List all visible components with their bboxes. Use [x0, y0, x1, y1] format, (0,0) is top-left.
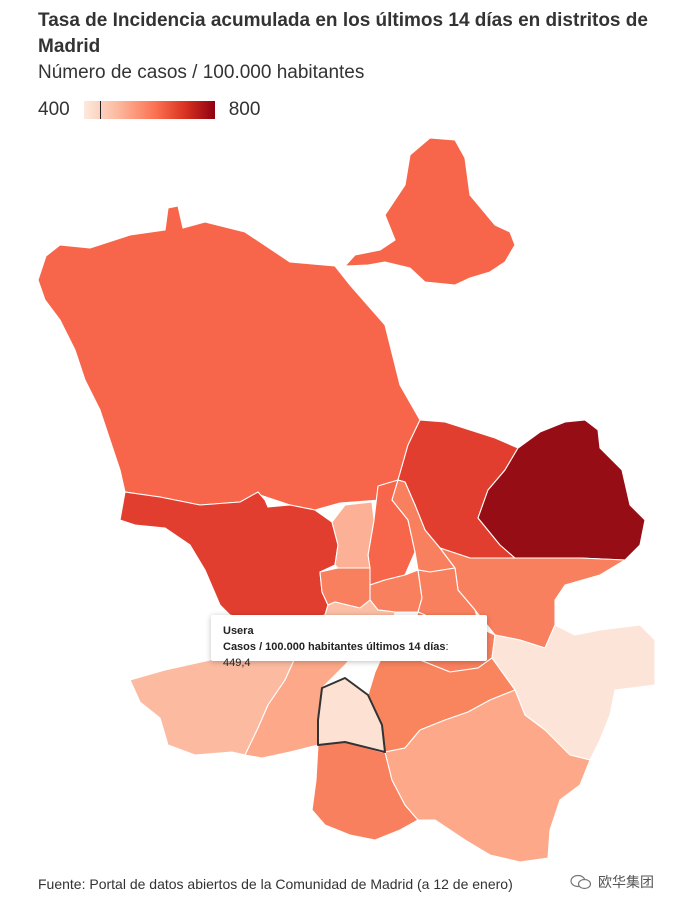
district-san-blas[interactable] [477, 419, 646, 561]
tooltip-colon: : [445, 641, 449, 653]
color-legend: 400 800 [38, 99, 260, 121]
district-villa-vallecas[interactable] [384, 689, 591, 863]
tooltip-value-line: Casos / 100.000 habitantes últimos 14 dí… [223, 639, 475, 671]
legend-gradient-bar [83, 101, 215, 119]
legend-min-label: 400 [38, 99, 70, 120]
tooltip-metric-label: Casos / 100.000 habitantes últimos 14 dí… [223, 641, 446, 653]
madrid-districts-map [37, 137, 656, 863]
district-usera[interactable] [317, 677, 386, 753]
legend-max-label: 800 [228, 99, 261, 120]
district-chamberi[interactable] [331, 501, 375, 569]
map-title: Tasa de Incidencia acumulada en los últi… [38, 10, 648, 57]
source-footer: Fuente: Portal de datos abiertos de la C… [38, 876, 513, 892]
district-fuencarral[interactable] [37, 205, 421, 511]
district-moncloa[interactable] [119, 491, 339, 623]
header: Tasa de Incidencia acumulada en los últi… [38, 8, 668, 86]
district-centro[interactable] [319, 567, 371, 609]
tooltip-district-name: Usera [223, 625, 254, 637]
watermark-text: 欧华集团 [598, 874, 654, 890]
map-subtitle: Número de casos / 100.000 habitantes [38, 62, 365, 83]
watermark: 欧华集团 [570, 872, 654, 892]
district-barajas[interactable] [344, 137, 516, 286]
tooltip-value: 449,4 [223, 657, 251, 669]
legend-value-marker [99, 101, 102, 119]
wechat-icon [570, 874, 592, 890]
district-tooltip: Usera Casos / 100.000 habitantes últimos… [211, 615, 487, 669]
